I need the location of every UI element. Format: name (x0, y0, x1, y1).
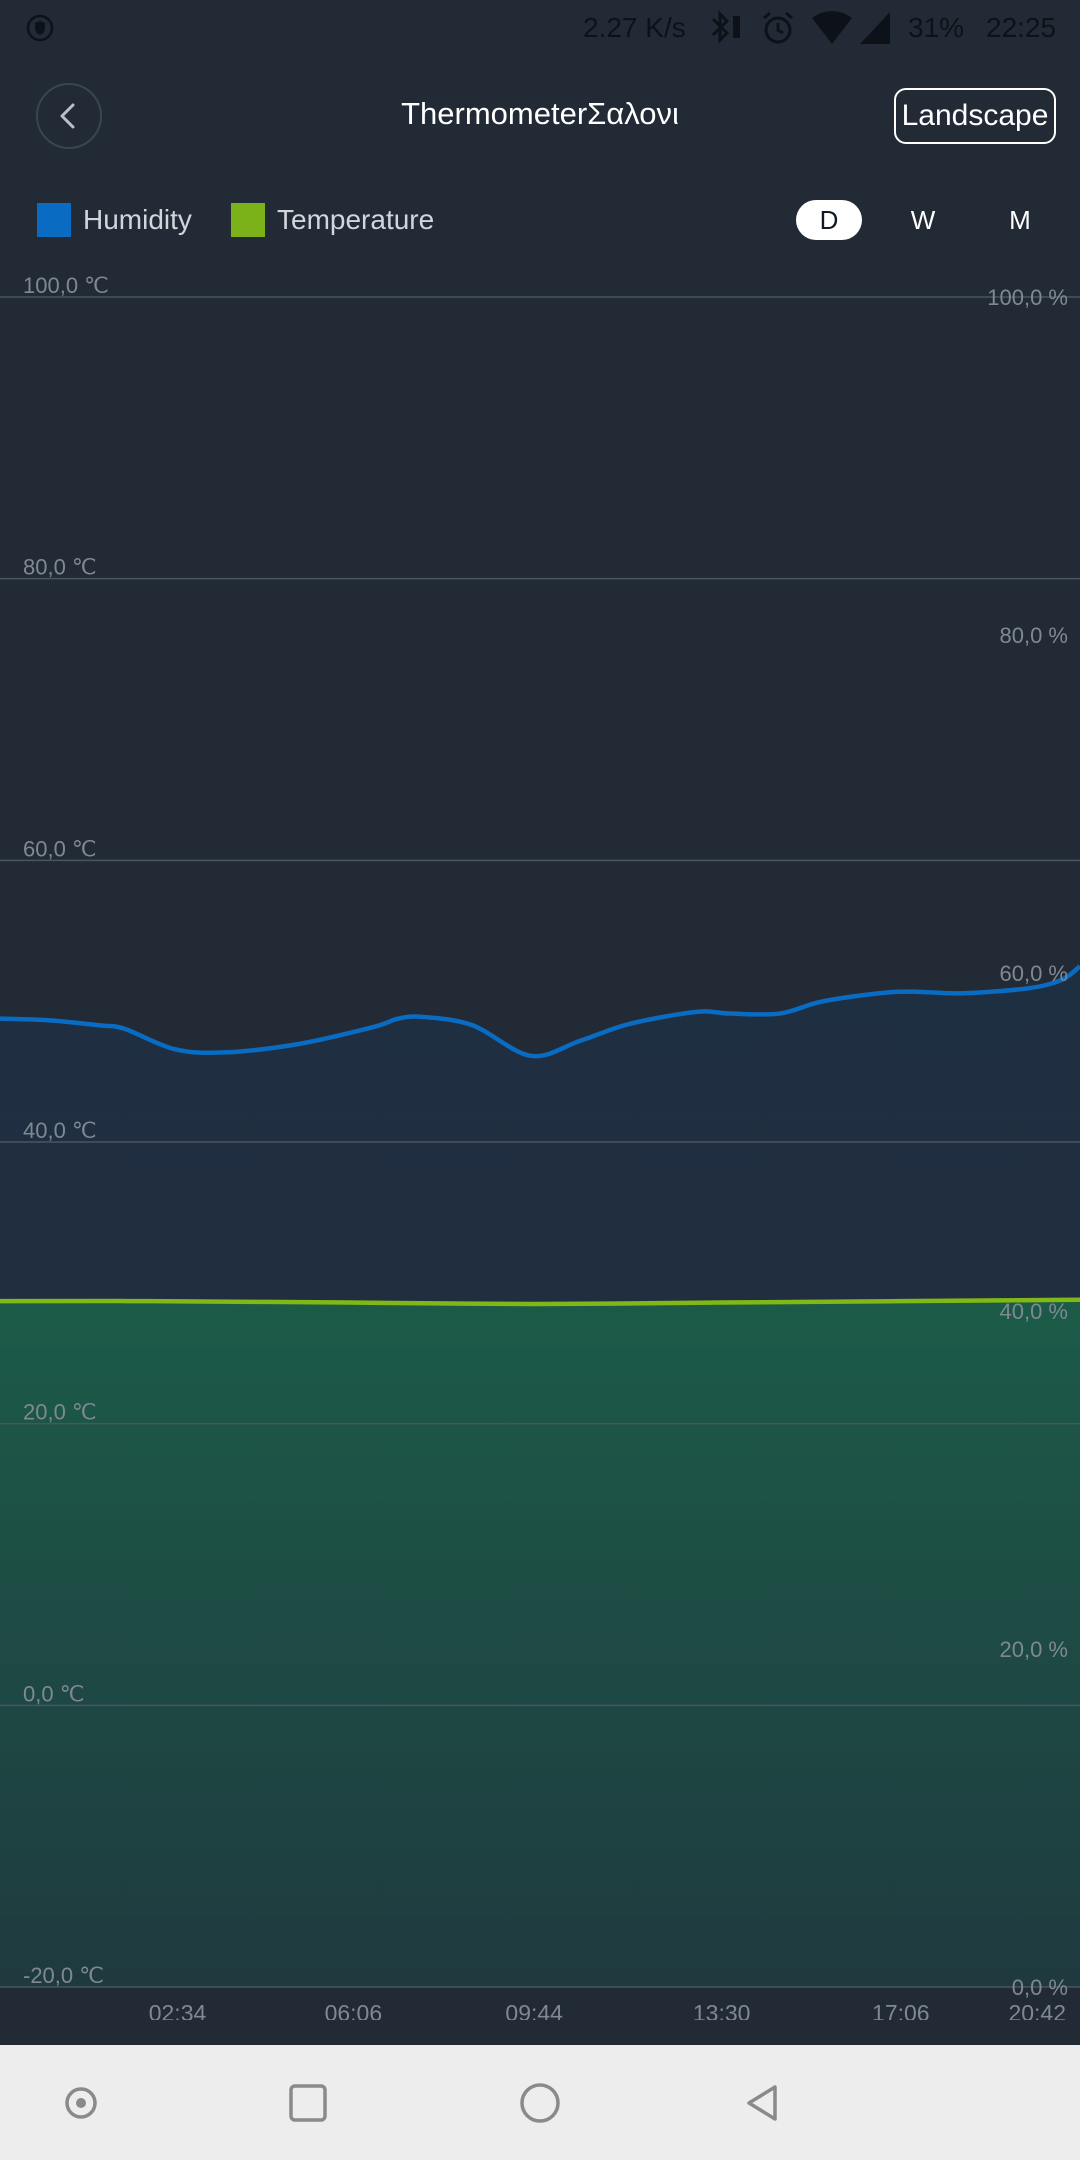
legend-item-temperature: Temperature (231, 200, 434, 240)
left-axis-tick-label: 20,0 ℃ (23, 1400, 97, 1425)
recents-icon[interactable] (278, 2073, 338, 2133)
right-axis-tick-label: 80,0 % (1000, 623, 1069, 648)
back-icon[interactable] (733, 2073, 793, 2133)
right-axis-tick-label: 60,0 % (1000, 961, 1069, 986)
period-week-button[interactable]: W (910, 204, 936, 235)
left-axis-tick-label: 80,0 ℃ (23, 555, 97, 580)
x-axis-tick-label: 17:06 (872, 2000, 930, 2020)
left-axis-tick-label: 100,0 ℃ (23, 273, 109, 298)
navigation-bar (0, 2045, 1080, 2160)
right-axis-tick-label: 40,0 % (1000, 1299, 1069, 1324)
screen-record-icon[interactable] (51, 2073, 111, 2133)
left-axis-tick-label: -20,0 ℃ (23, 1963, 104, 1988)
temperature-area (0, 1299, 1080, 1987)
legend-label: Humidity (83, 204, 192, 235)
landscape-button[interactable]: Landscape (894, 88, 1056, 144)
left-axis-tick-label: 60,0 ℃ (23, 836, 97, 861)
battery-level: 31% (908, 12, 965, 43)
alarm-icon (763, 11, 793, 44)
clock: 22:25 (986, 12, 1057, 43)
humidity-swatch (37, 203, 71, 237)
shield-icon (26, 14, 54, 42)
legend-label: Temperature (277, 204, 435, 235)
x-axis-tick-label: 06:06 (325, 2000, 383, 2020)
home-icon[interactable] (510, 2073, 570, 2133)
right-axis-tick-label: 20,0 % (1000, 1637, 1069, 1662)
right-axis-tick-label: 100,0 % (987, 285, 1068, 310)
network-speed: 2.27 K/s (583, 12, 686, 43)
x-axis-tick-label: 02:34 (149, 2000, 207, 2020)
period-month-button[interactable]: M (1009, 204, 1031, 235)
right-axis-tick-label: 0,0 % (1012, 1975, 1068, 2000)
chart: 100,0 ℃ 80,0 ℃ 60,0 ℃ 40,0 ℃ 20,0 ℃ 0,0 ℃ -20,… (0, 273, 1080, 2020)
page-title: ThermometerΣαλονι (401, 96, 679, 131)
back-button[interactable] (36, 83, 102, 149)
period-day-button[interactable]: D (796, 200, 862, 240)
humidity-line (0, 964, 1080, 1059)
temperature-swatch (231, 203, 265, 237)
bluetooth-icon (711, 10, 740, 44)
temperature-line (0, 1297, 1080, 1307)
wifi-icon (812, 11, 852, 44)
chevron-left-icon (60, 103, 75, 129)
x-axis-tick-label: 20:42 (1008, 2000, 1066, 2020)
left-axis-tick-label: 40,0 ℃ (23, 1118, 97, 1143)
legend-item-humidity: Humidity (37, 200, 192, 240)
x-axis-tick-label: 09:44 (505, 2000, 563, 2020)
x-axis-tick-label: 13:30 (693, 2000, 751, 2020)
left-axis-tick-label: 0,0 ℃ (23, 1681, 84, 1706)
status-bar: 2.27 K/s 31% 22:25 (0, 0, 1080, 56)
signal-icon (860, 12, 890, 44)
